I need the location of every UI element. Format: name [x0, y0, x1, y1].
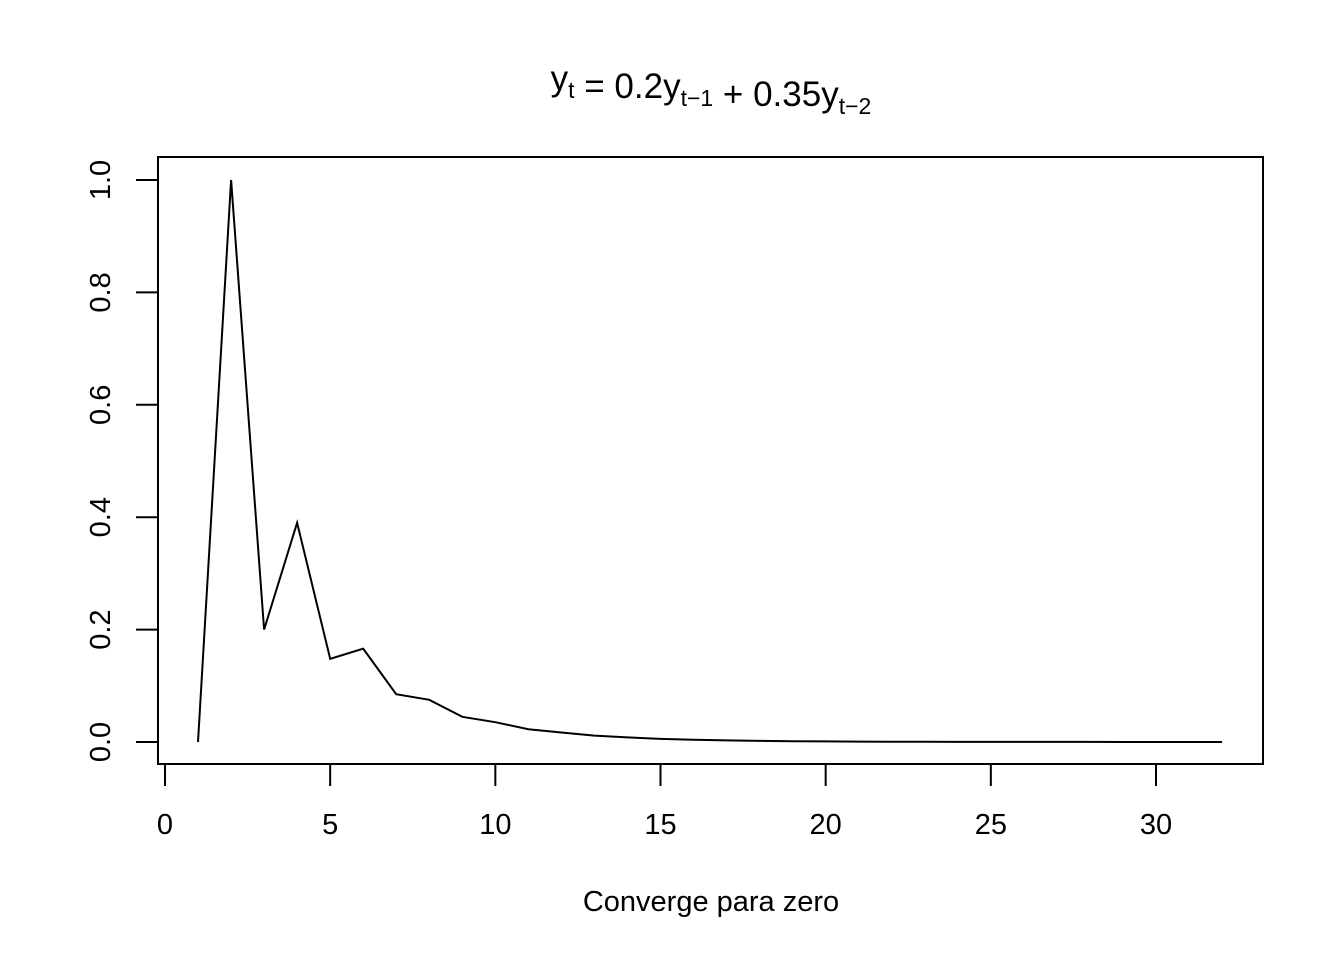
plot-frame — [157, 156, 1264, 765]
title-subscript-2: t−2 — [839, 93, 872, 119]
series-line-0 — [197, 179, 1223, 743]
y-tick-label: 0.4 — [85, 497, 117, 537]
x-axis: 0 5 10 15 20 25 30 — [157, 763, 1172, 841]
x-axis-title: Converge para zero — [583, 886, 839, 918]
title-part-2: + 0.35y — [713, 75, 839, 114]
title-subscript-1: t−1 — [681, 85, 714, 111]
y-tick-label: 0.0 — [85, 722, 117, 762]
x-tick-label: 0 — [157, 809, 173, 841]
series-group — [197, 179, 1223, 743]
x-tick-label: 20 — [810, 809, 842, 841]
y-axis: 0.0 0.2 0.4 0.6 0.8 1.0 — [85, 160, 159, 762]
y-tick-label: 0.6 — [85, 385, 117, 425]
x-tick-label: 15 — [644, 809, 676, 841]
x-tick-label: 5 — [322, 809, 338, 841]
chart-title: yt = 0.2yt−1 + 0.35yt−2 — [551, 59, 872, 119]
x-tick-label: 30 — [1140, 809, 1172, 841]
title-part-1: = 0.2y — [575, 67, 682, 106]
x-tick-label: 10 — [479, 809, 511, 841]
y-tick-label: 0.2 — [85, 609, 117, 649]
y-tick-label: 0.8 — [85, 272, 117, 312]
x-tick-label: 25 — [975, 809, 1007, 841]
title-subscript-0: t — [568, 77, 575, 103]
y-tick-label: 1.0 — [85, 160, 117, 200]
title-part-0: y — [551, 59, 569, 98]
